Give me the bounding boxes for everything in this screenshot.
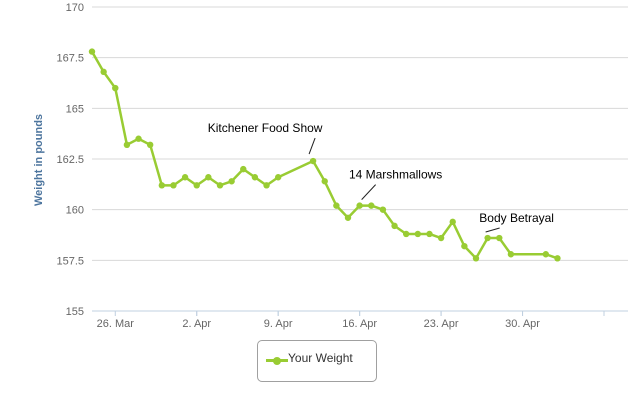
- data-point: [402, 230, 410, 238]
- data-point: [496, 234, 503, 242]
- data-point: [391, 222, 398, 230]
- data-point: [274, 174, 282, 181]
- series-your-weight: [88, 48, 561, 262]
- annotation-label: 14 Marshmallows: [349, 168, 442, 182]
- series-line: [90, 50, 558, 260]
- data-point: [251, 174, 259, 181]
- annotation-label: Kitchener Food Show: [208, 121, 323, 135]
- data-point: [344, 214, 352, 221]
- y-tick-label: 167.5: [56, 53, 84, 65]
- data-point: [333, 202, 340, 209]
- data-point: [379, 206, 387, 213]
- legend-marker: [273, 356, 281, 365]
- data-point: [216, 182, 224, 189]
- data-point: [193, 182, 200, 189]
- data-point: [542, 251, 550, 258]
- x-tick-label: 16. Apr: [342, 318, 377, 330]
- data-point: [461, 242, 468, 250]
- data-point: [507, 251, 515, 258]
- data-point: [309, 157, 317, 165]
- y-axis-title: Weight in pounds: [33, 114, 45, 206]
- annotation-leader: [485, 227, 500, 233]
- data-point: [240, 165, 247, 173]
- y-tick-label: 160: [66, 205, 84, 217]
- data-point: [158, 182, 166, 189]
- data-point: [321, 178, 328, 185]
- y-tick-label: 165: [66, 103, 84, 115]
- data-point: [88, 48, 96, 55]
- data-point: [437, 234, 445, 242]
- data-point: [146, 141, 154, 149]
- data-point: [449, 218, 456, 226]
- data-point: [356, 202, 363, 209]
- x-tick-label: 9. Apr: [264, 318, 293, 330]
- data-point: [100, 68, 107, 76]
- data-point: [554, 255, 561, 262]
- data-point: [123, 141, 131, 149]
- data-point: [263, 182, 270, 189]
- x-tick-label: 2. Apr: [182, 318, 211, 330]
- y-tick-label: 170: [66, 2, 84, 14]
- annotation-leader: [308, 137, 316, 155]
- data-point: [135, 135, 142, 142]
- data-point: [112, 84, 119, 92]
- x-tick-label: 23. Apr: [424, 318, 459, 330]
- data-point: [426, 230, 433, 238]
- data-point: [228, 178, 235, 185]
- legend-label-your-weight[interactable]: Your Weight: [288, 351, 353, 365]
- data-point: [205, 174, 212, 181]
- annotation-leader: [361, 184, 377, 200]
- grid-lines: [92, 6, 628, 261]
- annotations: Kitchener Food Show 14 Marshmallows Body B…: [208, 121, 554, 233]
- y-axis-ticks: 155 157.5 160 162.5 165 167.5 170: [56, 2, 84, 318]
- data-point: [484, 234, 491, 242]
- data-point: [181, 174, 189, 181]
- data-point: [414, 230, 422, 238]
- data-point: [368, 202, 375, 209]
- data-point: [472, 255, 480, 262]
- x-axis-ticks: 26. Mar 2. Apr 9. Apr 16. Apr 23. Apr 30. Apr: [97, 311, 605, 330]
- x-tick-label: 30. Apr: [505, 318, 540, 330]
- x-tick-label: 26. Mar: [97, 318, 135, 330]
- y-tick-label: 155: [66, 306, 84, 318]
- annotation-label: Body Betrayal: [479, 211, 554, 225]
- y-tick-label: 162.5: [56, 154, 84, 166]
- legend[interactable]: Your Weight: [257, 340, 377, 382]
- y-tick-label: 157.5: [56, 255, 84, 267]
- data-point: [170, 182, 177, 189]
